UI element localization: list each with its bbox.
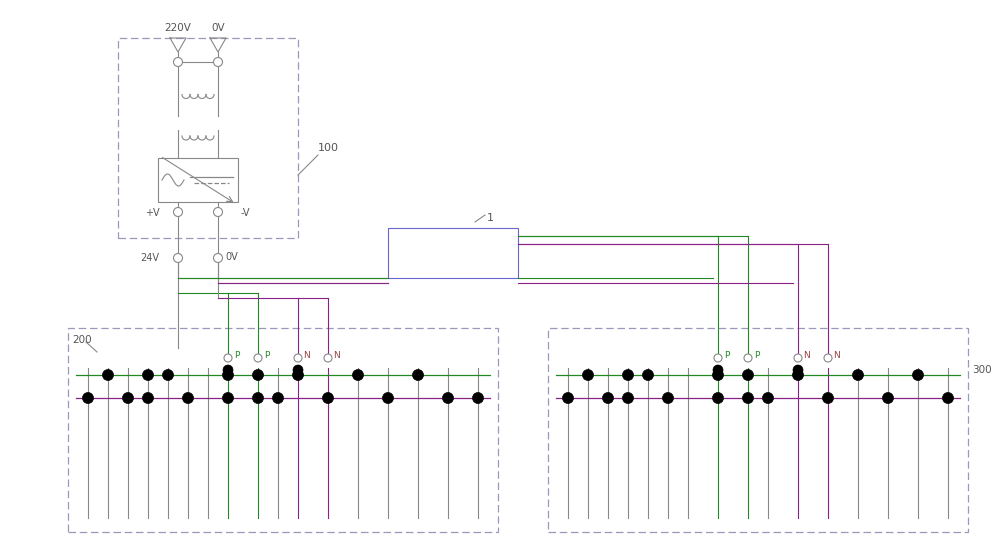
Bar: [548, 328, 968, 532]
Text: 24V: 24V: [140, 253, 160, 263]
Circle shape: [413, 370, 424, 381]
Circle shape: [713, 365, 723, 375]
Text: N: N: [334, 351, 340, 359]
Circle shape: [792, 370, 804, 381]
Circle shape: [222, 393, 234, 403]
Circle shape: [224, 354, 232, 362]
Circle shape: [473, 393, 484, 403]
Circle shape: [742, 370, 754, 381]
Circle shape: [622, 370, 634, 381]
Circle shape: [162, 370, 174, 381]
Circle shape: [223, 365, 233, 375]
Circle shape: [642, 370, 654, 381]
Text: N: N: [804, 351, 810, 359]
Circle shape: [824, 354, 832, 362]
Bar: [388, 228, 518, 278]
Circle shape: [174, 57, 182, 67]
Circle shape: [222, 370, 234, 381]
Text: +V: +V: [145, 208, 159, 218]
Circle shape: [582, 370, 594, 381]
Circle shape: [214, 207, 222, 217]
Text: P: P: [754, 351, 760, 359]
Circle shape: [254, 354, 262, 362]
Circle shape: [382, 393, 394, 403]
Circle shape: [174, 253, 182, 263]
Circle shape: [324, 354, 332, 362]
Circle shape: [793, 365, 803, 375]
Circle shape: [294, 354, 302, 362]
Circle shape: [143, 393, 154, 403]
Circle shape: [82, 393, 94, 403]
Circle shape: [852, 370, 864, 381]
Text: 220V: 220V: [165, 23, 191, 33]
Circle shape: [712, 393, 724, 403]
Circle shape: [442, 393, 454, 403]
Circle shape: [252, 370, 264, 381]
Circle shape: [272, 393, 284, 403]
Text: 200: 200: [72, 335, 92, 345]
Circle shape: [763, 393, 774, 403]
Text: 1: 1: [486, 213, 494, 223]
Circle shape: [602, 393, 614, 403]
Circle shape: [122, 393, 134, 403]
Circle shape: [182, 393, 194, 403]
Circle shape: [883, 393, 894, 403]
Circle shape: [352, 370, 364, 381]
Bar: [68, 328, 498, 532]
Circle shape: [174, 207, 182, 217]
Circle shape: [662, 393, 674, 403]
Circle shape: [103, 370, 114, 381]
Bar: [118, 38, 298, 238]
Circle shape: [252, 393, 264, 403]
Circle shape: [293, 365, 303, 375]
Text: 100: 100: [318, 143, 338, 153]
Circle shape: [742, 393, 754, 403]
Text: P: P: [724, 351, 730, 359]
Circle shape: [822, 393, 834, 403]
Circle shape: [794, 354, 802, 362]
Circle shape: [912, 370, 924, 381]
Text: 0V: 0V: [211, 23, 225, 33]
Circle shape: [322, 393, 334, 403]
Circle shape: [712, 370, 724, 381]
Bar: [158, 158, 238, 202]
Circle shape: [143, 370, 154, 381]
Text: N: N: [304, 351, 310, 359]
Circle shape: [622, 393, 634, 403]
Circle shape: [292, 370, 304, 381]
Text: -V: -V: [240, 208, 250, 218]
Circle shape: [214, 253, 222, 263]
Text: P: P: [234, 351, 240, 359]
Circle shape: [714, 354, 722, 362]
Circle shape: [744, 354, 752, 362]
Circle shape: [562, 393, 574, 403]
Text: 0V: 0V: [226, 252, 238, 262]
Text: 300: 300: [972, 365, 992, 375]
Circle shape: [214, 57, 222, 67]
Text: P: P: [264, 351, 270, 359]
Text: N: N: [834, 351, 840, 359]
Circle shape: [942, 393, 954, 403]
